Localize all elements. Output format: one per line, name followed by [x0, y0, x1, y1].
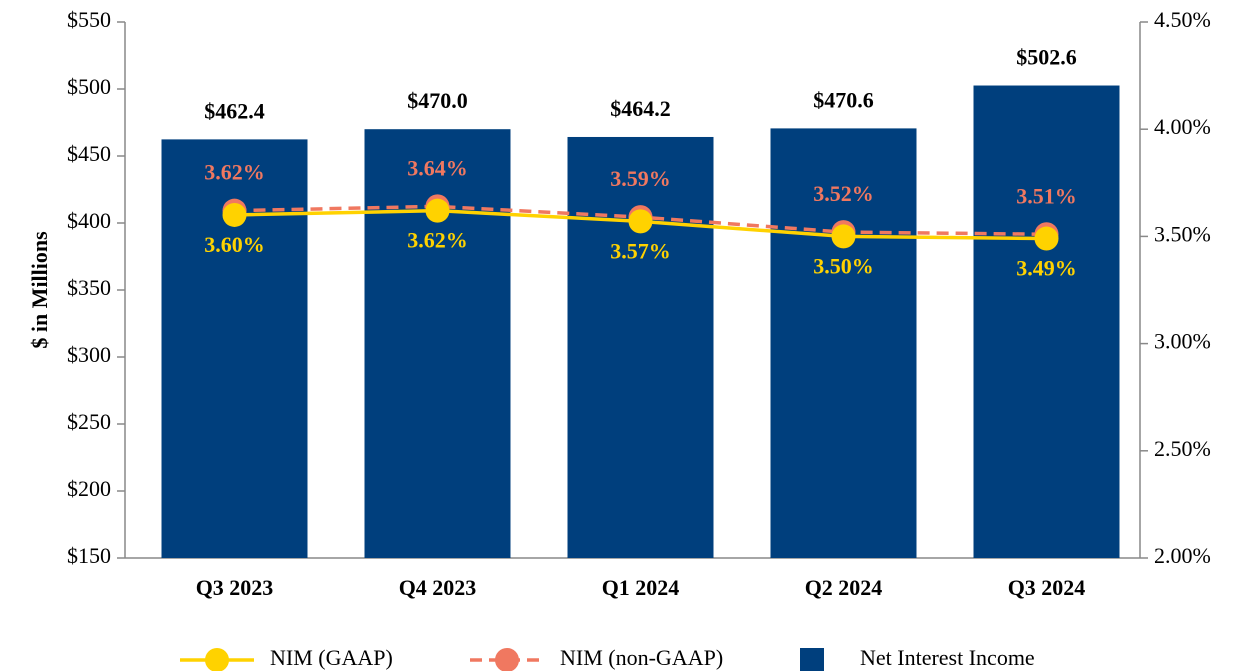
legend-label: Net Interest Income: [860, 645, 1035, 670]
legend-marker: [205, 648, 229, 671]
y-tick-label: $400: [67, 208, 111, 233]
bar-value-label: $470.0: [407, 88, 468, 113]
legend-label: NIM (GAAP): [270, 645, 393, 670]
bar-value-label: $462.4: [204, 98, 265, 123]
legend-marker: [495, 648, 519, 671]
y-tick-label: $200: [67, 476, 111, 501]
line-point: [222, 202, 247, 227]
y-tick-label: $300: [67, 342, 111, 367]
line-value-label: 3.64%: [407, 155, 468, 180]
x-tick-label: Q4 2023: [399, 575, 477, 600]
y-tick-label: $250: [67, 409, 111, 434]
x-tick-label: Q3 2023: [196, 575, 274, 600]
line-point: [1034, 226, 1059, 251]
y2-tick-label: 2.50%: [1154, 436, 1211, 461]
y2-tick-label: 3.00%: [1154, 329, 1211, 354]
y2-tick-label: 4.50%: [1154, 7, 1211, 32]
bar-value-label: $502.6: [1016, 45, 1077, 70]
legend-swatch: [800, 648, 824, 671]
line-point: [425, 198, 450, 223]
x-tick-label: Q3 2024: [1008, 575, 1086, 600]
x-tick-label: Q2 2024: [805, 575, 883, 600]
bar-value-label: $470.6: [813, 87, 874, 112]
line-value-label: 3.60%: [204, 232, 265, 257]
line-point: [831, 224, 856, 249]
y-tick-label: $550: [67, 7, 111, 32]
y2-tick-label: 4.00%: [1154, 114, 1211, 139]
line-value-label: 3.50%: [813, 253, 874, 278]
bar: [973, 85, 1120, 559]
line-value-label: 3.52%: [813, 181, 874, 206]
bar-value-label: $464.2: [610, 96, 671, 121]
line-value-label: 3.59%: [610, 166, 671, 191]
bar: [567, 136, 714, 559]
line-value-label: 3.51%: [1016, 183, 1077, 208]
line-point: [628, 209, 653, 234]
bar: [770, 128, 917, 558]
y-tick-label: $350: [67, 275, 111, 300]
y2-tick-label: 3.50%: [1154, 221, 1211, 246]
y2-tick-label: 2.00%: [1154, 543, 1211, 568]
legend-label: NIM (non-GAAP): [560, 645, 723, 670]
y-tick-label: $450: [67, 141, 111, 166]
x-tick-label: Q1 2024: [602, 575, 680, 600]
y-tick-label: $500: [67, 74, 111, 99]
y-tick-label: $150: [67, 543, 111, 568]
line-value-label: 3.62%: [407, 228, 468, 253]
line-value-label: 3.57%: [610, 238, 671, 263]
y-axis-label: $ in Millions: [27, 231, 52, 349]
line-value-label: 3.49%: [1016, 256, 1077, 281]
line-value-label: 3.62%: [204, 160, 265, 185]
bar: [364, 129, 511, 558]
